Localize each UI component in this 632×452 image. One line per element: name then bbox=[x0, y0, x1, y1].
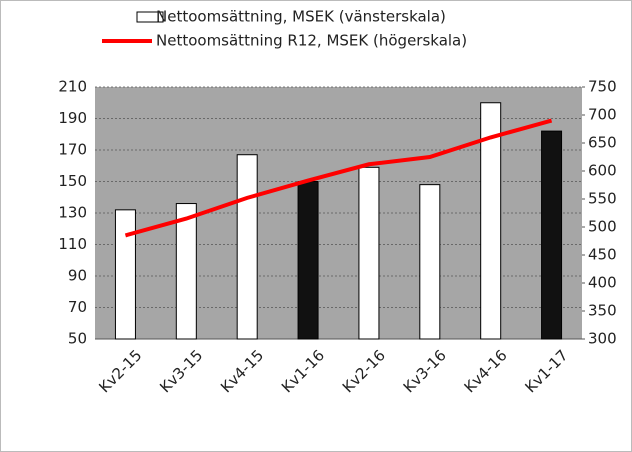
legend-swatch bbox=[136, 11, 164, 23]
bar bbox=[236, 154, 258, 340]
bar bbox=[480, 102, 502, 340]
bar bbox=[175, 203, 197, 340]
y2-tick-label: 650 bbox=[588, 134, 617, 152]
y-tick-label: 170 bbox=[58, 141, 87, 159]
y-tick-label: 150 bbox=[58, 172, 87, 190]
bar bbox=[358, 166, 380, 340]
bar bbox=[297, 181, 319, 340]
y2-tick-label: 600 bbox=[588, 162, 617, 180]
y2-tick-label: 500 bbox=[588, 218, 617, 236]
legend-label: Nettoomsättning R12, MSEK (högerskala) bbox=[156, 32, 467, 50]
y-tick-label: 110 bbox=[58, 235, 87, 253]
y-tick-label: 130 bbox=[58, 204, 87, 222]
y-tick-label: 50 bbox=[68, 330, 87, 348]
y2-tick-label: 550 bbox=[588, 190, 617, 208]
y-tick-label: 90 bbox=[68, 267, 87, 285]
bar bbox=[419, 184, 441, 340]
y2-tick-label: 350 bbox=[588, 302, 617, 320]
y2-tick-label: 400 bbox=[588, 274, 617, 292]
bar bbox=[114, 209, 136, 340]
y-tick-label: 190 bbox=[58, 109, 87, 127]
y2-tick-label: 750 bbox=[588, 78, 617, 96]
y-tick-label: 210 bbox=[58, 78, 87, 96]
y2-tick-label: 300 bbox=[588, 330, 617, 348]
y2-tick-label: 700 bbox=[588, 106, 617, 124]
y2-tick-label: 450 bbox=[588, 246, 617, 264]
y-tick-label: 70 bbox=[68, 298, 87, 316]
legend-label: Nettoomsättning, MSEK (vänsterskala) bbox=[156, 8, 446, 26]
line bbox=[124, 118, 553, 238]
bar bbox=[541, 130, 563, 340]
